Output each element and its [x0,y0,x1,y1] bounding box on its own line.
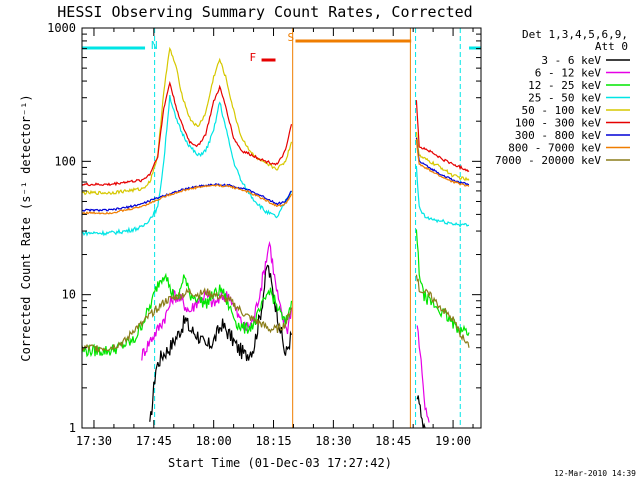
series-line [416,395,426,429]
observing-flags: N S F [82,28,481,428]
legend-label: 7000 - 20000 keV [495,154,601,167]
x-tick-label: 18:45 [375,434,411,448]
flag-label: S [287,31,294,44]
plot-frame [81,27,482,429]
chart-title: HESSI Observing Summary Count Rates, Cor… [57,3,472,21]
series-line [415,165,470,228]
series-line [415,100,470,173]
series-line [81,272,293,358]
series-line [415,139,470,187]
legend-label: 12 - 25 keV [528,79,601,92]
x-tick-label: 18:00 [196,434,232,448]
flag-label: F [250,51,257,64]
y-tick-label: 100 [54,154,76,168]
y-tick-label: 10 [62,288,76,302]
series-line [415,274,470,348]
x-tick-label: 18:15 [255,434,291,448]
x-tick-label: 17:30 [76,434,112,448]
legend-label: 3 - 6 keV [541,54,601,67]
series-line [81,287,293,353]
legend-label: 25 - 50 keV [528,92,601,105]
legend-title: Det 1,3,4,5,6,9, [522,28,628,41]
series-line [81,46,293,196]
x-axis: 17:30 17:45 18:00 18:15 18:30 18:45 19:00 [76,28,474,448]
x-tick-label: 17:45 [136,434,172,448]
series-line [415,131,470,182]
y-tick-label: 1000 [47,21,76,35]
y-axis: 1 10 100 1000 [47,21,481,435]
y-tick-label: 1 [69,421,76,435]
series-line [415,229,470,337]
series-lines [81,46,470,429]
series-line [81,183,292,213]
series-line [81,80,293,187]
legend-label: 800 - 7000 keV [508,142,601,155]
x-tick-label: 18:30 [315,434,351,448]
flag-label: N [151,39,158,52]
legend-label: 300 - 800 keV [515,129,601,142]
series-line [81,183,293,215]
series-line [415,137,469,186]
series-line [141,240,293,361]
y-axis-label: Corrected Count Rate (s⁻¹ detector⁻¹) [19,94,33,361]
series-line [81,95,293,237]
footer-date: 12-Mar-2010 14:39 [554,469,636,478]
series-line [149,264,293,422]
series-line [416,325,430,423]
legend-title: Att 0 [595,40,628,53]
legend-label: 100 - 300 keV [515,117,601,130]
legend-label: 50 - 100 keV [522,104,602,117]
x-axis-label: Start Time (01-Dec-03 17:27:42) [168,456,392,470]
legend-label: 6 - 12 keV [535,67,602,80]
x-tick-label: 19:00 [435,434,471,448]
